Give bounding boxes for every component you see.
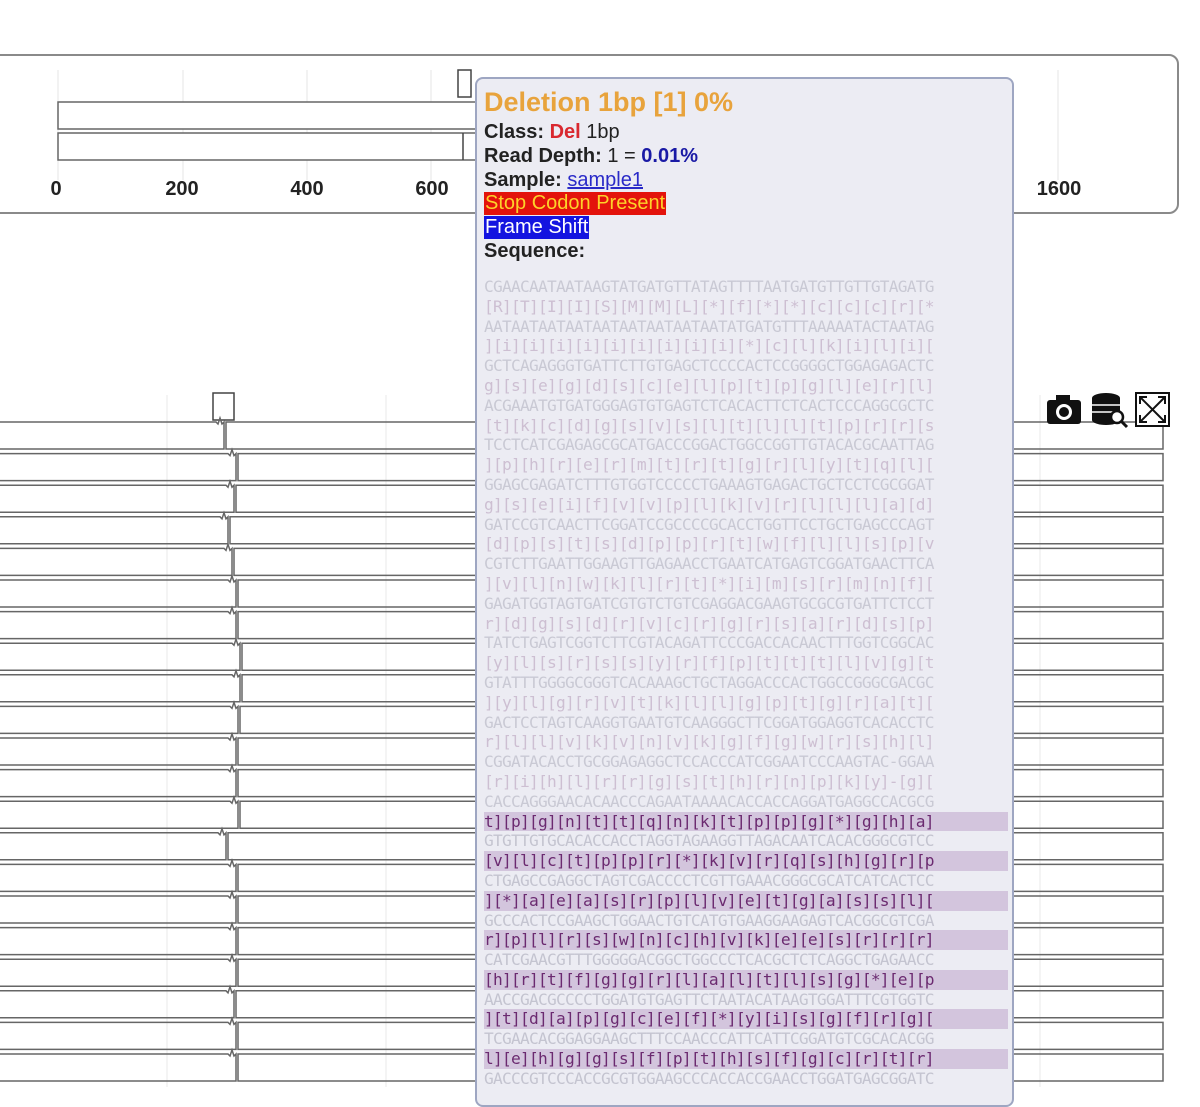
protein-sequence-row: ][y][l][g][r][v][t][k][l][l][g][p][t][g]… — [484, 692, 935, 712]
brush-handle-bottom[interactable] — [212, 392, 235, 421]
protein-sequence-row: ][p][h][r][e][r][m][t][r][t][g][r][l][y]… — [484, 455, 935, 475]
protein-sequence-row: ][t][d][a][p][g][c][e][f][*][y][i][s][g]… — [484, 1009, 1008, 1030]
toolbar — [1045, 390, 1175, 435]
variant-tooltip: Deletion 1bp [1] 0% Class: Del 1bp Read … — [475, 77, 1014, 1107]
class-label: Class: — [484, 121, 545, 143]
dna-sequence-row: CGAACAATAATAAGTATGATGTTATAGTTTTAATGATGTT… — [484, 277, 935, 296]
overview-bar-2[interactable] — [57, 132, 489, 161]
read-depth-value: 1 = — [607, 145, 636, 167]
protein-sequence-row: [h][r][t][f][g][g][r][l][a][l][t][l][s][… — [484, 969, 1008, 990]
dna-sequence-row: CACCAGGGAACACAACCCAGAATAAAACACCACCAGGATG… — [484, 791, 935, 811]
protein-sequence-row: [t][k][c][d][g][s][v][s][l][t][l][l][t][… — [484, 415, 935, 435]
dna-sequence-row: GAGATGGTAGTGATCGTGTCTGTCGAGGACGAAGTGCGCG… — [484, 593, 935, 613]
protein-sequence-row: l][e][h][g][g][s][f][p][t][h][s][f][g][c… — [484, 1049, 1008, 1069]
axis-tick-label: 600 — [415, 178, 448, 200]
protein-sequence-row: t][p][g][n][t][t][q][n][k][t][p][p][g][*… — [484, 811, 1008, 832]
sequence-block: CGAACAATAATAAGTATGATGTTATAGTTTTAATGATGTT… — [484, 277, 1008, 1089]
dna-sequence-row: AATAATAATAATAATAATAATAATAATATGATGTTTAAAA… — [484, 316, 935, 336]
sample-link[interactable]: sample1 — [567, 169, 643, 191]
protein-sequence-row: r][p][l][r][s][w][n][c][h][v][k][e][e][s… — [484, 930, 1008, 951]
read-depth-row: Read Depth: 1 = 0.01% — [484, 145, 698, 168]
stop-codon-badge: Stop Codon Present — [484, 192, 667, 215]
protein-sequence-row: g][s][e][g][d][s][c][e][l][p][t][p][g][l… — [484, 375, 935, 395]
protein-sequence-row: ][v][l][n][w][k][l][r][t][*][i][m][s][r]… — [484, 573, 935, 593]
protein-sequence-row: r][d][g][s][d][r][v][c][r][g][r][s][a][r… — [484, 613, 935, 633]
class-row: Class: Del 1bp — [484, 121, 620, 144]
dna-sequence-row: ACGAAATGTGATGGGAGTGTGAGTCTCACACTTCTCACTC… — [484, 395, 935, 415]
sample-label: Sample: — [484, 169, 562, 191]
read-depth-label: Read Depth: — [484, 145, 602, 167]
dna-sequence-row: CTGAGCCGAGGCTAGTCGACCCCTCGTTGAAACGGGCGCA… — [484, 870, 935, 890]
dna-sequence-row: TATCTGAGTCGGTCTTCGTACAGATTCCCGACCACAACTT… — [484, 633, 935, 653]
tooltip-title: Deletion 1bp [1] 0% — [484, 87, 734, 117]
protein-sequence-row: ][i][i][i][i][i][i][i][i][i][*][c][l][k]… — [484, 336, 935, 356]
dna-sequence-row: CGTCTTGAATTGGAAGTTGAGAACCTGAATCATGAGTCGG… — [484, 554, 935, 574]
overview-bar-1[interactable] — [57, 101, 489, 130]
protein-sequence-row: [y][l][s][r][s][s][y][r][f][p][t][t][t][… — [484, 653, 935, 673]
protein-sequence-row: [R][T][I][I][S][M][M][L][*][f][*][*][c][… — [484, 296, 935, 316]
protein-sequence-row: g][s][e][i][f][v][v][p][l][k][v][r][l][l… — [484, 494, 935, 514]
dna-sequence-row: CGGATACACCTGCGGAGAGGCTCCACCCATCGGAATCCCA… — [484, 752, 935, 772]
sample-row: Sample: sample1 — [484, 169, 643, 192]
protein-sequence-row: ][*][a][e][a][s][r][p][l][v][e][t][g][a]… — [484, 890, 1008, 911]
dna-sequence-row: GCTCAGAGGGTGATTCTTGTGAGCTCCCCACTCCGGGGCT… — [484, 356, 935, 376]
sequence-label: Sequence: — [484, 240, 586, 262]
sequence-label-row: Sequence: — [484, 240, 585, 263]
axis-tick-label: 0 — [50, 178, 61, 200]
dna-sequence-row: CATCGAACGTTTGGGGGACGGCTGGCCCTCACGCTCTCAG… — [484, 950, 935, 970]
dna-sequence-row: GACCCGTCCCACCGCGTGGAAGCCCACCACCGAACCTGGA… — [484, 1068, 935, 1088]
protein-sequence-row: [v][l][c][t][p][p][r][*][k][v][r][q][s][… — [484, 851, 1008, 871]
camera-icon[interactable] — [1047, 395, 1081, 424]
fullscreen-icon[interactable] — [1135, 392, 1170, 427]
protein-sequence-row: [d][p][s][t][s][d][p][p][r][t][w][f][l][… — [484, 534, 935, 554]
axis-tick-label: 400 — [290, 178, 323, 200]
dna-sequence-row: AACCGACGCCCCTGGATGTGAGTTCTAATACATAAGTGGA… — [484, 989, 935, 1009]
axis-tick-label: 200 — [165, 178, 198, 200]
brush-handle-top[interactable] — [457, 69, 472, 98]
dna-sequence-row: GTATTTGGGGCGGGTCACAAAGCTGCTAGGACCCACTGGC… — [484, 672, 935, 692]
protein-sequence-row: r][l][l][v][k][v][n][v][k][g][f][g][w][r… — [484, 732, 935, 752]
dna-sequence-row: TCCTCATCGAGAGCGCATGACCCGGACTGGCCGGTTGTAC… — [484, 435, 935, 455]
dna-sequence-row: GTGTTGTGCACACCACCTAGGTAGAAGGTTAGACAATCAC… — [484, 831, 935, 851]
class-size: 1bp — [586, 121, 620, 143]
dna-sequence-row: GGAGCGAGATCTTTGTGGTCCCCCTGAAAGTGAGACTGCT… — [484, 474, 935, 494]
frame-shift-badge: Frame Shift — [484, 216, 590, 239]
class-value: Del — [549, 121, 581, 143]
protein-sequence-row: [r][i][h][l][r][r][g][s][t][h][r][n][p][… — [484, 771, 935, 791]
database-search-icon[interactable] — [1092, 393, 1129, 429]
axis-tick-label: 1600 — [1037, 178, 1082, 200]
dna-sequence-row: GATCCGTCAACTTCGGATCCGCCCCGCACCTGGTTCCTGC… — [484, 514, 935, 534]
dna-sequence-row: TCGAACACGGAGGAAGCTTTCCAACCCATTCATTCGGATG… — [484, 1029, 935, 1049]
dna-sequence-row: GACTCCTAGTCAAGGTGAATGTCAAGGGCTTCGGATGGAG… — [484, 712, 935, 732]
dna-sequence-row: GCCCACTCCGAAGCTGGAACTGTCATGTGAAGGAAGAGTC… — [484, 910, 935, 930]
read-depth-pct: 0.01% — [641, 145, 698, 167]
